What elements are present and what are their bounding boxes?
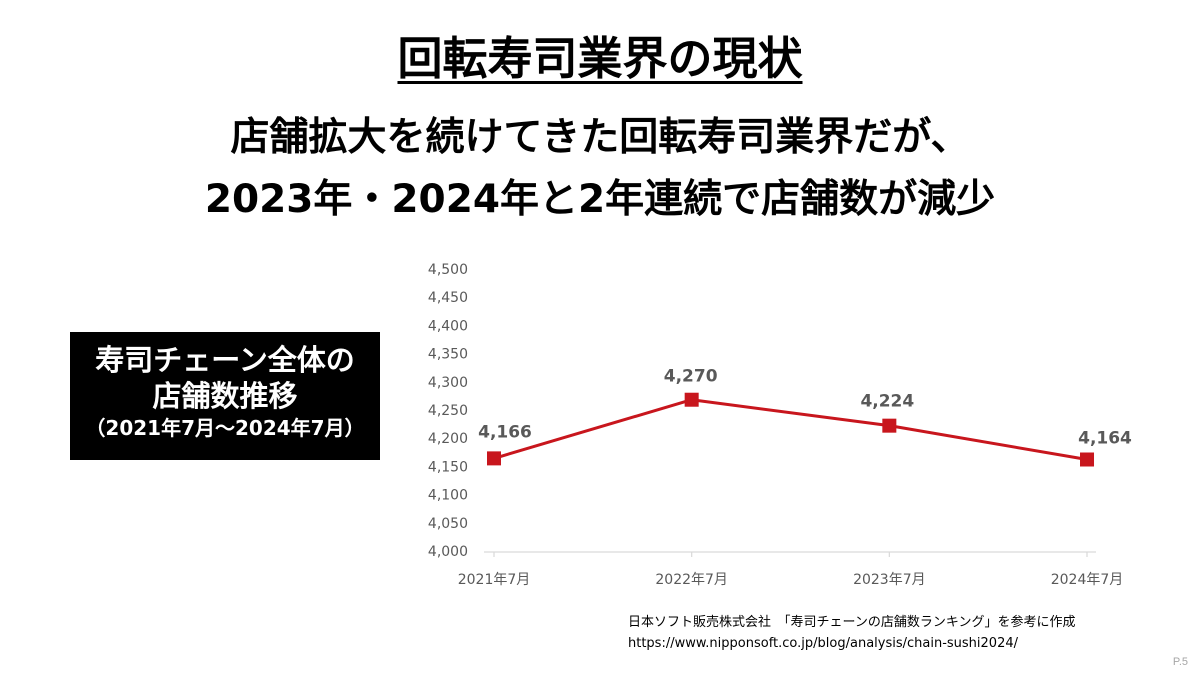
- slide-title: 回転寿司業界の現状: [0, 30, 1200, 88]
- series-line: [492, 398, 1089, 462]
- source-citation: 日本ソフト販売株式会社 「寿司チェーンの店舗数ランキング」を参考に作成: [628, 615, 1076, 630]
- y-tick-label: 4,400: [428, 318, 468, 334]
- y-tick-label: 4,200: [428, 431, 468, 447]
- y-tick-label: 4,150: [428, 459, 468, 475]
- x-tick-label: 2022年7月: [655, 572, 728, 588]
- source-url: https://www.nipponsoft.co.jp/blog/analys…: [628, 636, 1018, 651]
- label-box-line-2: 店舗数推移: [152, 379, 298, 413]
- x-tick-label: 2023年7月: [853, 572, 926, 588]
- data-label: 4,166: [478, 422, 532, 442]
- data-point-marker: [882, 418, 897, 433]
- y-tick-label: 4,500: [428, 262, 468, 278]
- source-note: 日本ソフト販売株式会社 「寿司チェーンの店舗数ランキング」を参考に作成 http…: [628, 612, 1075, 654]
- label-box-line-1: 寿司チェーン全体の: [95, 343, 355, 377]
- label-box-period: （2021年7月～2024年7月）: [85, 416, 365, 440]
- page-number: P.5: [1172, 656, 1188, 668]
- chart-label-box: 寿司チェーン全体の 店舗数推移 （2021年7月～2024年7月）: [70, 332, 380, 460]
- data-point-marker: [487, 451, 501, 466]
- data-label: 4,164: [1078, 429, 1132, 449]
- data-point-marker: [1080, 452, 1095, 467]
- headline-line-1: 店舗拡大を続けてきた回転寿司業界だが、: [230, 115, 970, 160]
- y-tick-label: 4,250: [428, 403, 468, 419]
- y-tick-label: 4,300: [428, 375, 468, 391]
- x-tick-label: 2021年7月: [458, 572, 531, 588]
- data-label: 4,270: [664, 367, 718, 387]
- y-tick-label: 4,000: [428, 544, 468, 560]
- slide-title-text: 回転寿司業界の現状: [397, 32, 803, 85]
- data-point-marker: [684, 392, 699, 407]
- data-label: 4,224: [860, 392, 914, 412]
- x-tick-label: 2024年7月: [1051, 572, 1124, 588]
- headline-line-2: 2023年・2024年と2年連続で店舗数が減少: [204, 177, 996, 222]
- y-tick-label: 4,450: [428, 290, 468, 306]
- y-tick-label: 4,100: [428, 488, 468, 504]
- line-chart: 4,000 4,050 4,100 4,150 4,200 4,250 4,300 4,350…: [428, 262, 1132, 588]
- y-tick-label: 4,050: [428, 516, 468, 532]
- y-tick-label: 4,350: [428, 347, 468, 363]
